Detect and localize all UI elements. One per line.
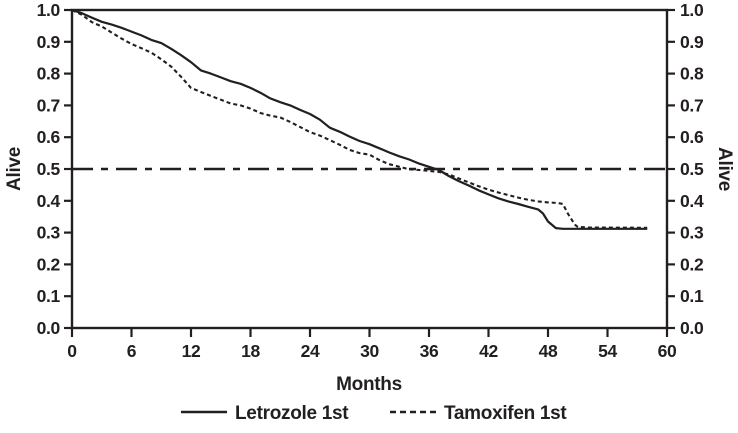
curve-letrozole-1st [71,8,648,230]
x-tick-label: 36 [420,341,439,361]
x-tick-label: 18 [241,341,260,361]
y-tick-label-left: 0.3 [37,223,61,243]
y-tick-label-right: 0.1 [680,286,704,306]
y-tick-label-left: 1.0 [37,0,61,20]
legend-label-letrozole: Letrozole 1st [235,403,349,424]
y-axis-title-right: Alive [714,147,735,191]
legend: Letrozole 1st Tamoxifen 1st [181,403,568,424]
x-tick-label: 42 [479,341,498,361]
y-tick-label-left: 0.4 [37,191,61,211]
survival-curves [71,8,648,230]
y-tick-label-right: 0.4 [680,191,704,211]
y-tick-label-left: 0.7 [37,95,60,115]
y-tick-label-left: 0.2 [37,254,61,274]
y-tick-label-left: 0.6 [37,127,61,147]
x-tick-label: 30 [360,341,379,361]
y-tick-label-right: 0.2 [680,254,704,274]
x-tick-label: 48 [539,341,558,361]
x-tick-label: 54 [598,341,617,361]
x-tick-label: 0 [67,341,77,361]
legend-label-tamoxifen: Tamoxifen 1st [444,403,567,424]
y-tick-label-left: 0.1 [37,286,61,306]
y-tick-label-right: 1.0 [680,0,704,20]
y-tick-label-right: 0.0 [680,318,704,338]
y-tick-label-right: 0.7 [680,95,703,115]
y-tick-label-right: 0.5 [680,159,704,179]
x-tick-label: 24 [301,341,320,361]
legend-item-tamoxifen: Tamoxifen 1st [390,403,568,424]
y-tick-label-right: 0.6 [680,127,704,147]
y-tick-label-left: 0.0 [37,318,61,338]
y-axis-title-left: Alive [4,147,25,191]
y-tick-label-left: 0.8 [37,64,61,84]
y-tick-label-right: 0.8 [680,64,704,84]
axis-ticks [64,8,675,337]
x-axis-title: Months [336,374,402,395]
y-tick-label-left: 0.9 [37,32,61,52]
y-tick-label-right: 0.3 [680,223,704,243]
x-tick-label: 6 [127,341,137,361]
x-tick-label: 60 [658,341,677,361]
legend-item-letrozole: Letrozole 1st [181,403,350,424]
y-tick-label-right: 0.9 [680,32,704,52]
x-tick-label: 12 [182,341,201,361]
curve-tamoxifen-1st [71,9,648,229]
y-tick-label-left: 0.5 [37,159,61,179]
axis-tick-labels: 0.0 0.0 0.1 0.1 0.2 0.2 0.3 0.3 0.4 0.4 0.5 0.5 0.6 0… [37,0,705,361]
